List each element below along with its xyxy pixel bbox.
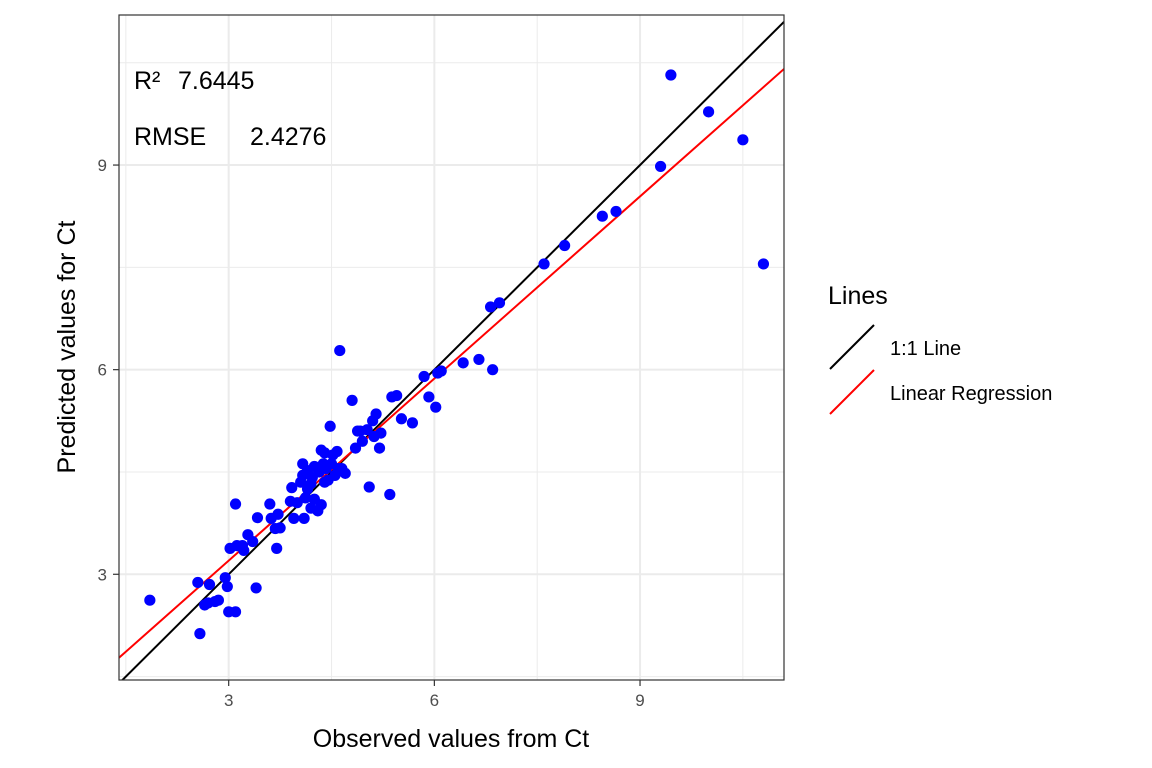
data-point	[435, 365, 447, 377]
data-point	[229, 606, 242, 618]
data-point	[192, 576, 204, 589]
x-tick-label: 3	[224, 691, 233, 710]
data-point	[384, 488, 396, 501]
legend: Lines 1:1 Line Linear Regression	[828, 282, 1052, 415]
data-point	[406, 417, 419, 429]
axis-ticks: 3 6 9 3 6 9	[98, 156, 645, 710]
data-point	[334, 344, 346, 357]
legend-key-1to1	[829, 324, 875, 370]
data-point	[487, 364, 499, 376]
data-point	[361, 424, 373, 436]
data-point	[247, 535, 259, 548]
data-point	[288, 512, 300, 524]
data-point	[395, 413, 408, 425]
reference-lines	[119, 21, 784, 680]
data-point	[430, 401, 442, 413]
legend-label-1to1: 1:1 Line	[890, 338, 961, 360]
data-point	[363, 481, 375, 493]
y-tick-label: 6	[98, 361, 107, 380]
data-point	[665, 69, 677, 81]
panel-border	[118, 14, 785, 681]
data-point	[272, 508, 284, 520]
r2-value: 7.6445	[178, 67, 254, 95]
data-point	[264, 498, 276, 510]
data-point	[194, 628, 206, 640]
rmse-value: 2.4276	[250, 123, 326, 151]
data-point	[737, 134, 749, 146]
x-tick-label: 9	[635, 691, 644, 710]
legend-key-linear-regression	[829, 369, 875, 415]
data-point	[250, 582, 262, 594]
data-point	[610, 205, 622, 218]
y-tick-label: 9	[98, 156, 107, 175]
data-point	[212, 594, 225, 606]
data-point	[346, 394, 358, 406]
data-point	[493, 297, 506, 309]
data-point	[324, 420, 336, 432]
data-point	[298, 512, 310, 524]
data-point	[757, 258, 770, 270]
data-points	[144, 69, 770, 640]
legend-label-linear-regression: Linear Regression	[890, 383, 1052, 405]
data-point	[291, 497, 303, 509]
data-point	[559, 239, 571, 252]
r2-label: R²	[134, 67, 160, 95]
y-tick-label: 3	[98, 565, 107, 584]
data-point	[373, 442, 386, 454]
x-tick-label: 6	[430, 691, 439, 710]
data-point	[356, 435, 368, 447]
data-point	[473, 353, 485, 366]
data-point	[349, 442, 362, 454]
data-point	[457, 357, 469, 369]
rmse-label: RMSE	[134, 123, 206, 151]
data-point	[271, 542, 283, 554]
data-point	[299, 492, 312, 504]
legend-title: Lines	[828, 282, 888, 310]
data-point	[229, 498, 242, 510]
x-axis-title: Observed values from Ct	[313, 725, 590, 753]
data-point	[315, 499, 327, 511]
data-point	[274, 522, 286, 534]
one-to-one-line	[121, 21, 784, 680]
panel-background	[119, 15, 784, 680]
data-point	[596, 210, 608, 222]
data-point	[144, 594, 156, 606]
data-point	[219, 572, 231, 584]
data-point	[418, 370, 430, 383]
linear-regression-line	[119, 68, 784, 659]
data-point	[702, 106, 715, 118]
data-point	[423, 391, 435, 403]
data-point	[251, 512, 264, 524]
data-point	[286, 482, 298, 494]
data-point	[654, 160, 667, 173]
data-point	[391, 389, 403, 402]
data-point	[339, 467, 351, 479]
data-point	[538, 258, 550, 270]
data-point	[375, 427, 387, 439]
data-point	[484, 301, 497, 313]
y-axis-title: Predicted values for Ct	[53, 221, 81, 474]
data-point	[203, 578, 216, 591]
data-point	[370, 408, 382, 420]
data-point	[221, 580, 233, 593]
data-point	[331, 445, 343, 458]
data-point	[238, 544, 250, 557]
